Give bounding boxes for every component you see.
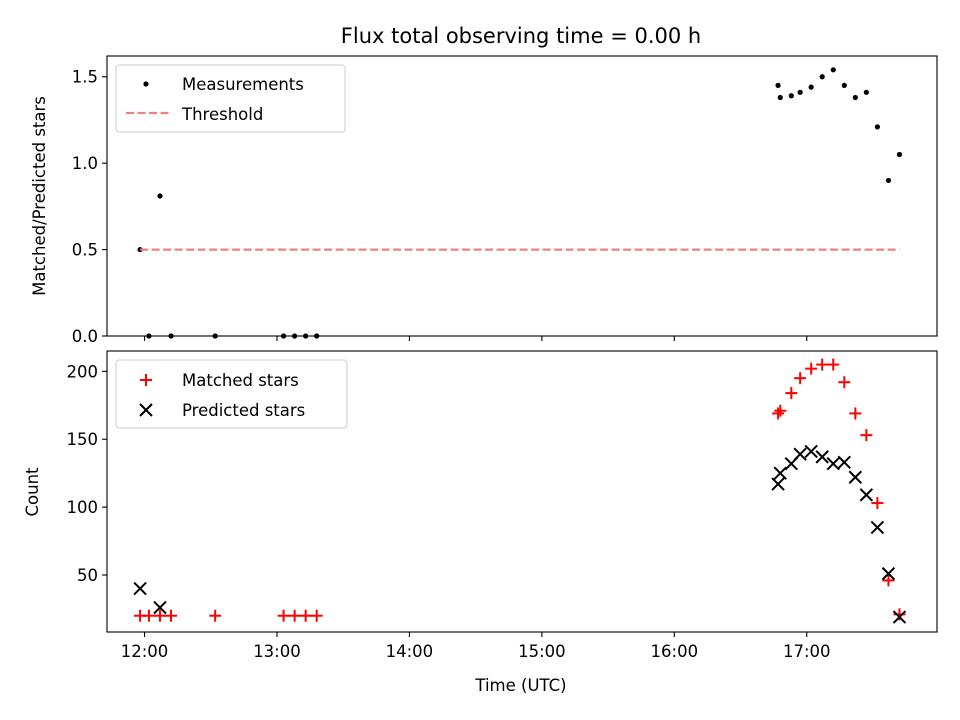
matched-stars-point-3 [165,609,178,622]
y-tick-label-0-3: 1.5 [72,68,98,87]
measurements-point-20 [885,177,892,184]
matched-stars-point-10 [774,404,787,417]
matched-stars-point-14 [816,358,829,371]
predicted-stars-point-7 [815,450,829,464]
measurements-point-18 [863,89,869,95]
matched-stars-point-4 [209,609,222,622]
count-panel: 12:00 13:00 14:00 15:00 16:00 17:00 50 100 150 20… [23,350,938,695]
y-tick-label-1-3: 200 [67,362,99,381]
ratio-legend-box [115,64,346,133]
count-legend: Matched stars Predicted stars [115,359,348,429]
matched-stars-point-18 [860,429,873,442]
matched-stars-legend-label: Matched stars [182,371,299,390]
measurements-point-13 [808,84,814,90]
measurements-point-16 [841,82,847,88]
count-data-layer [133,358,907,624]
measurements-point-2 [157,193,163,199]
measurements-point-9 [775,82,781,88]
measurements-point-14 [819,74,825,80]
matched-stars-point-13 [805,362,818,375]
predicted-stars-point-1 [153,600,167,615]
matched-stars-point-15 [827,358,840,371]
predicted-stars-point-9 [837,455,851,470]
measurements-point-19 [874,124,880,130]
x-tick-label-3: 15:00 [518,642,566,661]
measurements-point-17 [852,94,858,101]
predicted-stars-point-5 [793,447,807,461]
matched-stars-point-12 [794,372,807,385]
measurements-point-12 [797,89,803,95]
matched-stars-point-5 [277,609,290,622]
count-legend-box [115,359,348,429]
predicted-stars-point-3 [773,466,787,480]
matched-stars-point-9 [772,407,785,420]
y-tick-label-1-2: 150 [67,430,99,449]
y-tick-label-0-0: 0.0 [72,327,98,346]
x-tick-label-5: 17:00 [783,642,831,661]
ratio-legend: Measurements Threshold [115,64,346,133]
ratio-panel-frame [106,55,938,337]
matched-stars-point-8 [310,609,323,622]
count-axis-ticks: 12:00 13:00 14:00 15:00 16:00 17:00 50 100 150 20… [67,362,831,661]
predicted-stars-point-10 [848,470,863,484]
chart-title: Flux total observing time = 0.00 h [341,24,701,48]
ratio-y-axis-label: Matched/Predicted stars [30,96,49,296]
predicted-stars-point-11 [859,488,874,502]
predicted-stars-point-8 [826,456,840,471]
x-tick-label-2: 14:00 [386,642,434,661]
ratio-panel: 0.0 0.5 1.0 1.5 Matched/Predicted stars Mea… [30,55,938,346]
measurements-legend-label: Measurements [182,75,304,94]
matched-stars-point-16 [838,376,851,389]
y-tick-label-1-0: 50 [77,566,98,585]
ratio-axis-ticks: 0.0 0.5 1.0 1.5 [72,68,808,346]
predicted-stars-point-2 [771,477,785,491]
matched-stars-point-2 [153,609,166,622]
matched-stars-point-17 [849,407,862,420]
threshold-legend-label: Threshold [181,105,263,124]
matched-stars-point-20 [882,574,895,587]
measurements-point-21 [896,151,903,158]
y-tick-label-1-1: 100 [67,498,99,517]
measurements-point-10 [777,94,783,101]
predicted-stars-point-14 [892,610,907,624]
measurements-point-11 [788,93,794,99]
x-axis-label: Time (UTC) [474,676,566,695]
matched-stars-point-11 [785,387,798,400]
predicted-stars-point-13 [881,566,896,581]
predicted-stars-point-12 [870,520,885,535]
y-tick-label-0-1: 0.5 [72,241,98,260]
y-tick-label-0-2: 1.0 [72,154,98,173]
x-tick-label-1: 13:00 [253,642,301,661]
matched-stars-legend-marker [140,374,152,386]
measurements-legend-marker [143,81,149,87]
matched-stars-point-1 [142,609,155,622]
predicted-stars-point-6 [804,444,818,459]
predicted-stars-legend-label: Predicted stars [182,401,305,420]
matched-stars-point-7 [299,609,312,622]
count-y-axis-label: Count [23,467,42,517]
matched-stars-point-6 [288,609,301,622]
predicted-stars-point-0 [133,581,147,596]
x-tick-label-4: 16:00 [651,642,699,661]
ratio-data-layer [137,67,903,339]
measurements-point-15 [830,67,836,73]
count-panel-frame [106,350,938,633]
x-tick-label-0: 12:00 [121,642,169,661]
predicted-stars-legend-marker [139,403,153,417]
matched-stars-point-19 [871,497,884,510]
